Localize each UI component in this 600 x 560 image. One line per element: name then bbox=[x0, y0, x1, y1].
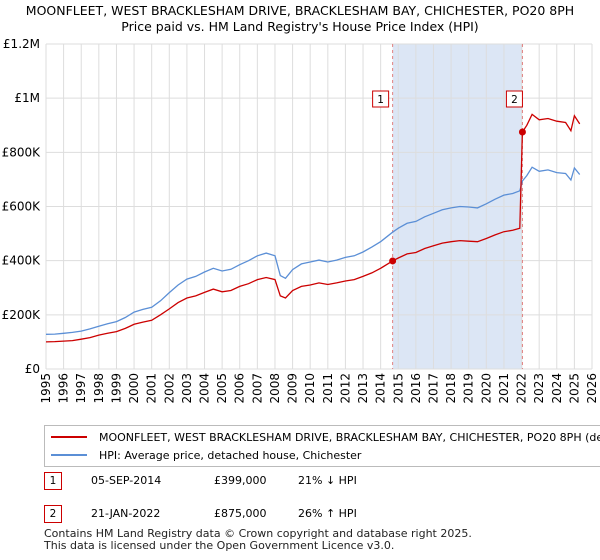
x-tick-label: 1998 bbox=[92, 373, 106, 404]
x-tick-label: 2012 bbox=[338, 373, 352, 404]
legend-label-hpi: HPI: Average price, detached house, Chic… bbox=[99, 448, 362, 462]
sale-1-date: 05-SEP-2014 bbox=[91, 474, 162, 487]
x-axis: 1995 1996 1997 1998 1999 2000 2001 2002 2003 2004… bbox=[39, 373, 599, 404]
x-tick-label: 2021 bbox=[497, 373, 511, 404]
annotation-label-1: 1 bbox=[377, 94, 384, 106]
x-tick-label: 2001 bbox=[145, 373, 159, 404]
sale-1-price: £399,000 bbox=[214, 474, 267, 487]
hpi-series-line bbox=[45, 166, 581, 335]
x-tick-label: 2018 bbox=[444, 373, 458, 404]
x-tick-label: 2020 bbox=[479, 373, 493, 404]
x-tick-label: 1999 bbox=[109, 373, 123, 404]
x-tick-label: 2013 bbox=[356, 373, 370, 404]
footer-copyright: Contains HM Land Registry data © Crown c… bbox=[44, 527, 472, 540]
legend-item-price-paid: MOONFLEET, WEST BRACKLESHAM DRIVE, BRACK… bbox=[51, 429, 600, 445]
legend-label-price-paid: MOONFLEET, WEST BRACKLESHAM DRIVE, BRACK… bbox=[99, 430, 600, 444]
x-tick-label: 2009 bbox=[286, 373, 300, 404]
x-tick-label: 1996 bbox=[57, 373, 71, 404]
y-tick-label: £1.2M bbox=[3, 37, 40, 51]
x-tick-label: 1997 bbox=[74, 373, 88, 404]
y-tick-label: £400K bbox=[2, 254, 42, 268]
x-tick-label: 2005 bbox=[215, 373, 229, 404]
price-paid-series-line bbox=[45, 113, 581, 343]
x-tick-label: 2007 bbox=[250, 373, 264, 404]
x-tick-label: 1995 bbox=[39, 373, 53, 404]
x-tick-label: 2004 bbox=[198, 373, 212, 404]
y-tick-label: £1M bbox=[14, 91, 40, 105]
y-tick-label: £200K bbox=[2, 308, 42, 322]
x-tick-label: 2006 bbox=[233, 373, 247, 404]
legend-swatch-hpi bbox=[51, 454, 87, 456]
x-tick-label: 2015 bbox=[391, 373, 405, 404]
x-tick-label: 2019 bbox=[462, 373, 476, 404]
chart-subtitle: Price paid vs. HM Land Registry's House … bbox=[121, 19, 479, 34]
legend-swatch-price-paid bbox=[51, 436, 87, 438]
annotation-label-2: 2 bbox=[511, 94, 518, 106]
legend: MOONFLEET, WEST BRACKLESHAM DRIVE, BRACK… bbox=[44, 425, 600, 467]
chart-title: MOONFLEET, WEST BRACKLESHAM DRIVE, BRACK… bbox=[25, 3, 575, 18]
annotation-box-2 bbox=[505, 90, 523, 108]
y-tick-label: £800K bbox=[2, 145, 42, 159]
x-tick-label: 2024 bbox=[550, 373, 564, 404]
sale-point-2 bbox=[518, 128, 526, 136]
x-tick-label: 2014 bbox=[374, 373, 388, 404]
legend-item-hpi: HPI: Average price, detached house, Chic… bbox=[51, 447, 361, 463]
x-tick-label: 2010 bbox=[303, 373, 317, 404]
x-tick-label: 2002 bbox=[162, 373, 176, 404]
y-tick-label: £0 bbox=[25, 362, 40, 376]
x-tick-label: 2023 bbox=[532, 373, 546, 404]
sale-2-price: £875,000 bbox=[214, 507, 267, 520]
y-tick-label: £600K bbox=[2, 200, 42, 214]
x-tick-label: 2016 bbox=[409, 373, 423, 404]
sale-2-hpi-change: 26% ↑ HPI bbox=[298, 507, 357, 520]
y-axis: £0 £200K £400K £600K £800K £1M £1.2M bbox=[2, 37, 42, 376]
footer: Contains HM Land Registry data © Crown c… bbox=[44, 528, 472, 552]
footer-licence: This data is licensed under the Open Gov… bbox=[44, 539, 395, 552]
x-tick-label: 2008 bbox=[268, 373, 282, 404]
x-tick-label: 2025 bbox=[567, 373, 581, 404]
price-chart: £0£200K£400K£600K£800K£1M£1.2M 1995 1996 1… bbox=[2, 37, 599, 404]
x-tick-label: 2003 bbox=[180, 373, 194, 404]
sale-2-badge: 2 bbox=[44, 505, 62, 523]
x-tick-label: 2022 bbox=[515, 373, 529, 404]
annotation-box-1 bbox=[372, 90, 390, 108]
x-tick-label: 2011 bbox=[321, 373, 335, 404]
sale-1-hpi-change: 21% ↓ HPI bbox=[298, 474, 357, 487]
sale-2-date: 21-JAN-2022 bbox=[91, 507, 161, 520]
sale-point-1 bbox=[389, 257, 397, 265]
sale-1-badge: 1 bbox=[44, 472, 62, 490]
x-tick-label: 2000 bbox=[127, 373, 141, 404]
x-tick-label: 2026 bbox=[585, 373, 599, 404]
x-tick-label: 2017 bbox=[426, 373, 440, 404]
